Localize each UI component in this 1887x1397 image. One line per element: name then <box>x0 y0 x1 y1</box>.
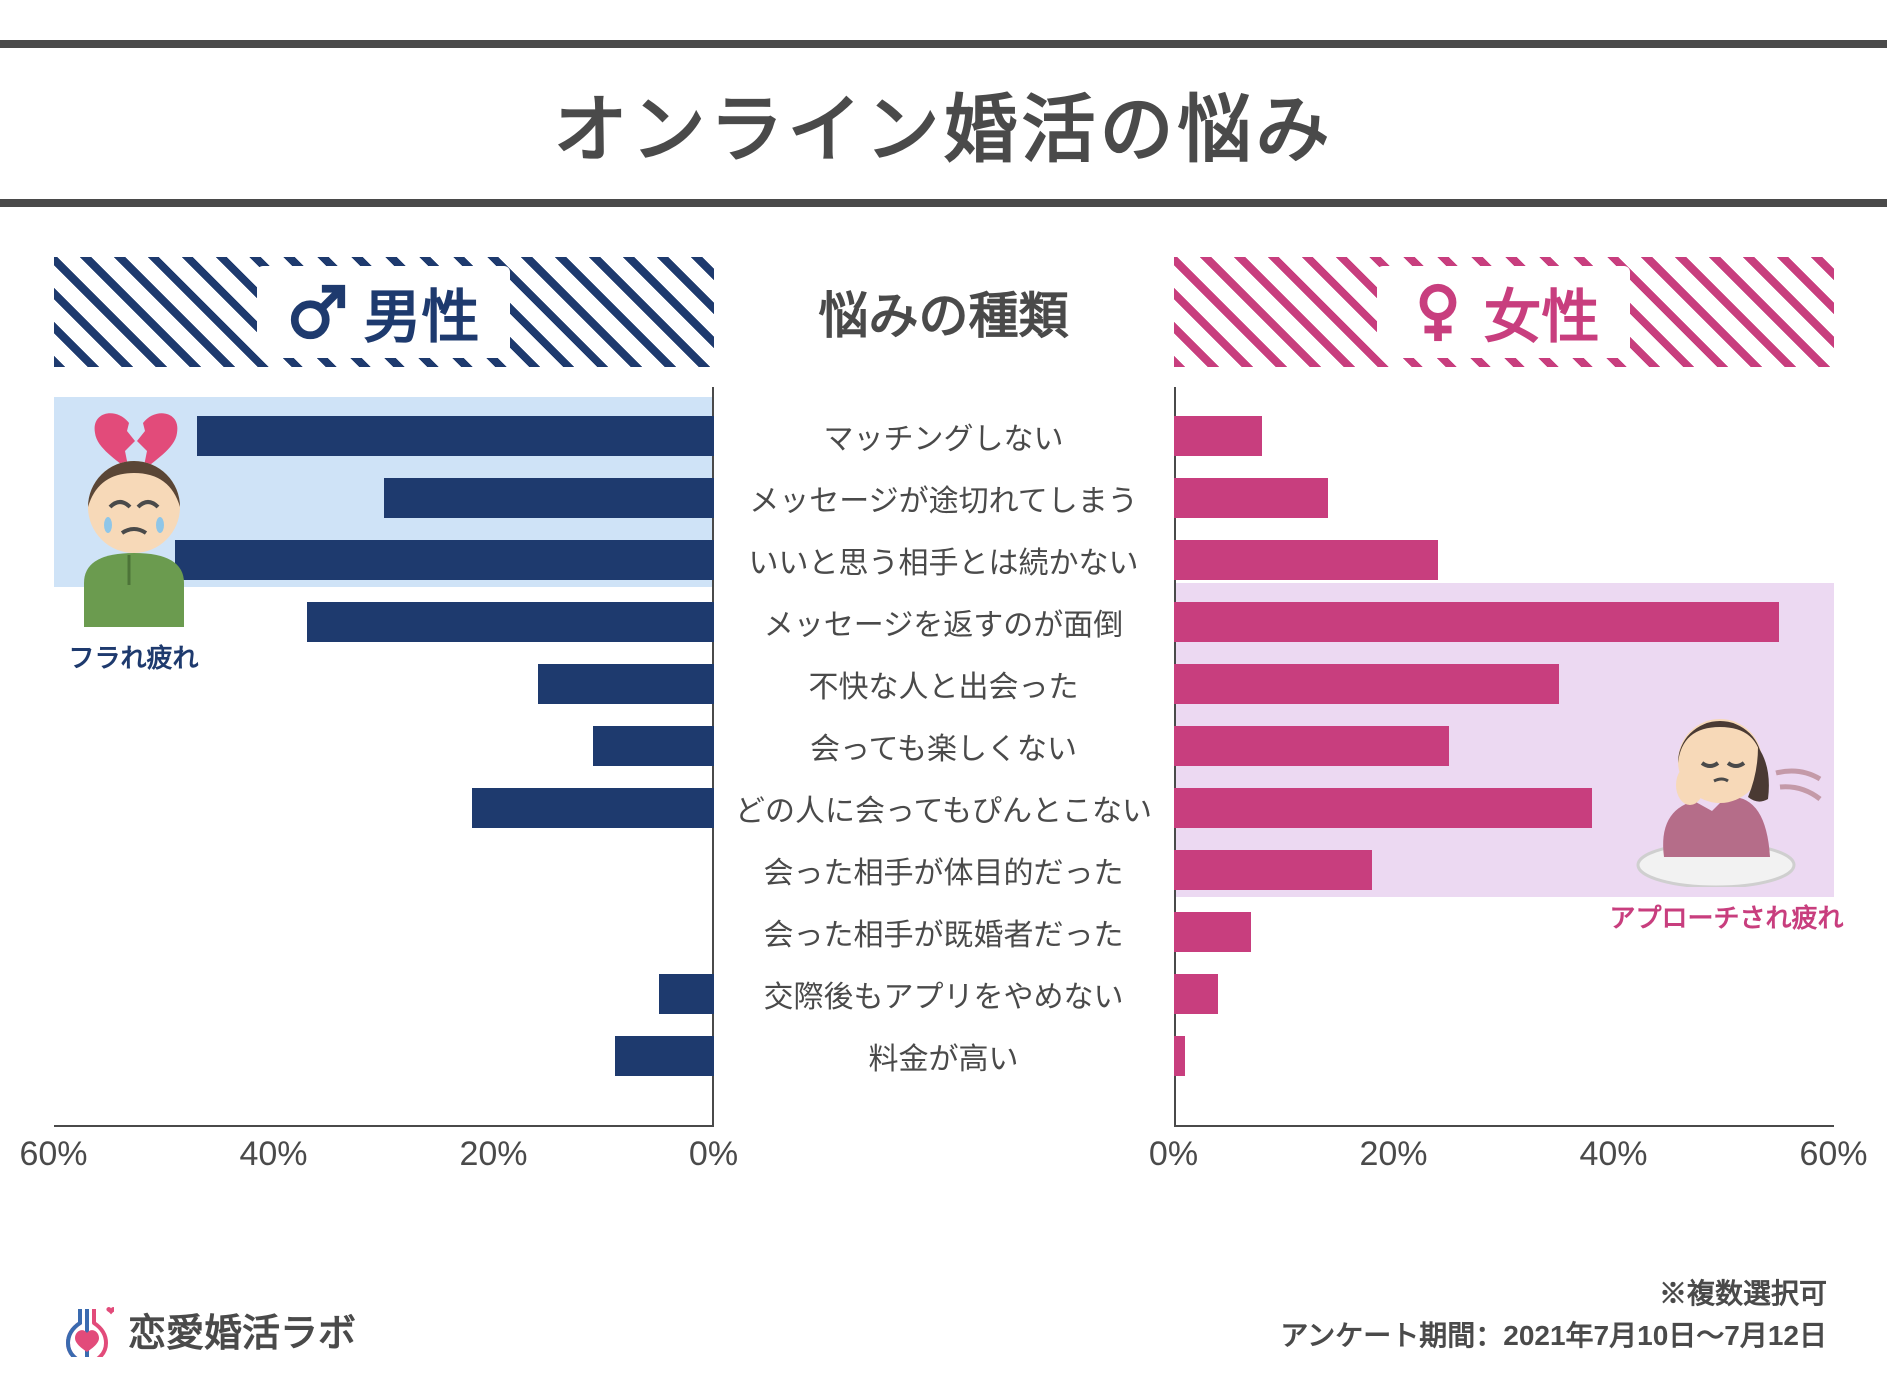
chart-area: 男性 悩みの種類 女性 マッチングしないメッセージが途切れてしまういいと思う相手… <box>54 257 1834 1217</box>
axis-tick: 0% <box>689 1135 738 1174</box>
sad-man-icon <box>44 397 224 627</box>
tired-woman-icon <box>1616 677 1836 887</box>
category-label: 会った相手が体目的だった <box>714 848 1174 892</box>
axis-tick: 60% <box>19 1135 87 1174</box>
axis-tick: 60% <box>1799 1135 1867 1174</box>
male-bar <box>197 416 714 456</box>
female-bar <box>1174 974 1218 1014</box>
chart-row: どの人に会ってもぴんとこない <box>54 777 1834 839</box>
female-bar <box>1174 1036 1185 1076</box>
female-illus-caption: アプローチされ疲れ <box>1609 898 1843 935</box>
chart-row: 会った相手が既婚者だった <box>54 901 1834 963</box>
axis-tick: 40% <box>1579 1135 1647 1174</box>
footnote-multi: ※複数選択可 <box>1280 1273 1827 1315</box>
female-label-text: 女性 <box>1483 270 1599 354</box>
venus-icon <box>1407 281 1469 343</box>
center-header: 悩みの種類 <box>714 257 1174 367</box>
category-label: いいと思う相手とは続かない <box>714 538 1174 582</box>
male-bar <box>615 1036 714 1076</box>
chart-body: マッチングしないメッセージが途切れてしまういいと思う相手とは続かないメッセージを… <box>54 387 1834 1127</box>
male-header-band: 男性 <box>54 257 714 367</box>
female-bar <box>1174 664 1559 704</box>
male-bar <box>472 788 714 828</box>
category-label: メッセージを返すのが面倒 <box>714 600 1174 644</box>
female-header-label: 女性 <box>1377 266 1629 358</box>
category-label: メッセージが途切れてしまう <box>714 476 1174 520</box>
chart-row: 交際後もアプリをやめない <box>54 963 1834 1025</box>
female-bar <box>1174 416 1262 456</box>
axis-tick: 40% <box>239 1135 307 1174</box>
female-header-band: 女性 <box>1174 257 1834 367</box>
page-title: オンライン婚活の悩み <box>0 70 1887 177</box>
female-illustration: アプローチされ疲れ <box>1609 677 1843 935</box>
chart-row: 不快な人と出会った <box>54 653 1834 715</box>
chart-row: 会った相手が体目的だった <box>54 839 1834 901</box>
chart-row: いいと思う相手とは続かない <box>54 529 1834 591</box>
category-label: 料金が高い <box>714 1034 1174 1078</box>
svg-text:❤: ❤ <box>106 1304 114 1318</box>
axis-tick: 0% <box>1149 1135 1198 1174</box>
axis-tick: 20% <box>1359 1135 1427 1174</box>
category-label: 交際後もアプリをやめない <box>714 972 1174 1016</box>
female-bar <box>1174 912 1251 952</box>
male-bar <box>384 478 714 518</box>
footnotes: ※複数選択可 アンケート期間：2021年7月10日～7月12日 <box>1280 1273 1827 1357</box>
male-label-text: 男性 <box>363 270 479 354</box>
axis-tick: 20% <box>459 1135 527 1174</box>
chart-row: メッセージを返すのが面倒 <box>54 591 1834 653</box>
logo: ❤ 恋愛婚活ラボ <box>60 1302 356 1357</box>
female-bar <box>1174 788 1592 828</box>
footnote-period: アンケート期間：2021年7月10日～7月12日 <box>1280 1315 1827 1357</box>
male-header-label: 男性 <box>257 266 509 358</box>
title-bar: オンライン婚活の悩み <box>0 40 1887 207</box>
female-bar <box>1174 602 1779 642</box>
male-bar <box>593 726 714 766</box>
category-label: 会った相手が既婚者だった <box>714 910 1174 954</box>
female-bar <box>1174 540 1438 580</box>
category-label: 不快な人と出会った <box>714 662 1174 706</box>
male-bar <box>659 974 714 1014</box>
female-bar <box>1174 726 1449 766</box>
logo-text: 恋愛婚活ラボ <box>128 1302 356 1357</box>
male-illus-caption: フラれ疲れ <box>44 638 224 675</box>
female-bar <box>1174 478 1328 518</box>
chart-row: 会っても楽しくない <box>54 715 1834 777</box>
chart-row: 料金が高い <box>54 1025 1834 1087</box>
chart-row: マッチングしない <box>54 405 1834 467</box>
male-bar <box>175 540 714 580</box>
male-illustration: フラれ疲れ <box>44 397 224 675</box>
footer: ❤ 恋愛婚活ラボ ※複数選択可 アンケート期間：2021年7月10日～7月12日 <box>60 1273 1827 1357</box>
mars-icon <box>287 281 349 343</box>
female-bar <box>1174 850 1372 890</box>
male-bar <box>307 602 714 642</box>
chart-row: メッセージが途切れてしまう <box>54 467 1834 529</box>
category-label: どの人に会ってもぴんとこない <box>714 786 1174 830</box>
logo-icon: ❤ <box>60 1303 114 1357</box>
category-label: マッチングしない <box>714 414 1174 458</box>
category-label: 会っても楽しくない <box>714 724 1174 768</box>
male-bar <box>538 664 714 704</box>
